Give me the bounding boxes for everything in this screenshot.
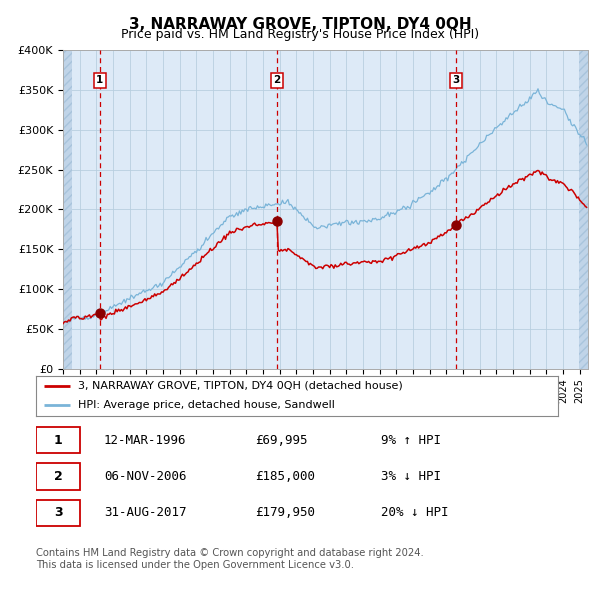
Bar xyxy=(63,50,72,369)
Text: 12-MAR-1996: 12-MAR-1996 xyxy=(104,434,187,447)
FancyBboxPatch shape xyxy=(36,427,80,453)
FancyBboxPatch shape xyxy=(36,500,80,526)
Text: 3% ↓ HPI: 3% ↓ HPI xyxy=(380,470,440,483)
Text: £185,000: £185,000 xyxy=(255,470,315,483)
Text: Contains HM Land Registry data © Crown copyright and database right 2024.: Contains HM Land Registry data © Crown c… xyxy=(36,548,424,558)
Text: 3, NARRAWAY GROVE, TIPTON, DY4 0QH: 3, NARRAWAY GROVE, TIPTON, DY4 0QH xyxy=(128,17,472,31)
Text: Price paid vs. HM Land Registry's House Price Index (HPI): Price paid vs. HM Land Registry's House … xyxy=(121,28,479,41)
Text: 1: 1 xyxy=(54,434,62,447)
Bar xyxy=(579,50,588,369)
Text: This data is licensed under the Open Government Licence v3.0.: This data is licensed under the Open Gov… xyxy=(36,560,354,571)
FancyBboxPatch shape xyxy=(36,463,80,490)
Text: 31-AUG-2017: 31-AUG-2017 xyxy=(104,506,187,519)
Text: 9% ↑ HPI: 9% ↑ HPI xyxy=(380,434,440,447)
Text: 2: 2 xyxy=(273,76,280,86)
Text: 3: 3 xyxy=(452,76,460,86)
Text: £179,950: £179,950 xyxy=(255,506,315,519)
Text: 3, NARRAWAY GROVE, TIPTON, DY4 0QH (detached house): 3, NARRAWAY GROVE, TIPTON, DY4 0QH (deta… xyxy=(78,381,403,391)
Text: 06-NOV-2006: 06-NOV-2006 xyxy=(104,470,187,483)
Text: 20% ↓ HPI: 20% ↓ HPI xyxy=(380,506,448,519)
Text: 2: 2 xyxy=(54,470,62,483)
Text: 3: 3 xyxy=(54,506,62,519)
Text: £69,995: £69,995 xyxy=(255,434,308,447)
Text: 1: 1 xyxy=(96,76,103,86)
Text: HPI: Average price, detached house, Sandwell: HPI: Average price, detached house, Sand… xyxy=(78,399,335,409)
